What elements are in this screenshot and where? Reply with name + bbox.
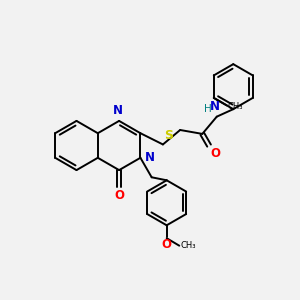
Text: N: N — [210, 100, 220, 113]
Text: N: N — [112, 104, 123, 117]
Text: S: S — [164, 129, 173, 142]
Text: O: O — [162, 238, 172, 251]
Text: CH₃: CH₃ — [228, 101, 244, 110]
Text: H: H — [205, 104, 212, 114]
Text: CH₃: CH₃ — [181, 241, 196, 250]
Text: O: O — [114, 189, 124, 202]
Text: O: O — [211, 147, 220, 160]
Text: N: N — [145, 151, 154, 164]
